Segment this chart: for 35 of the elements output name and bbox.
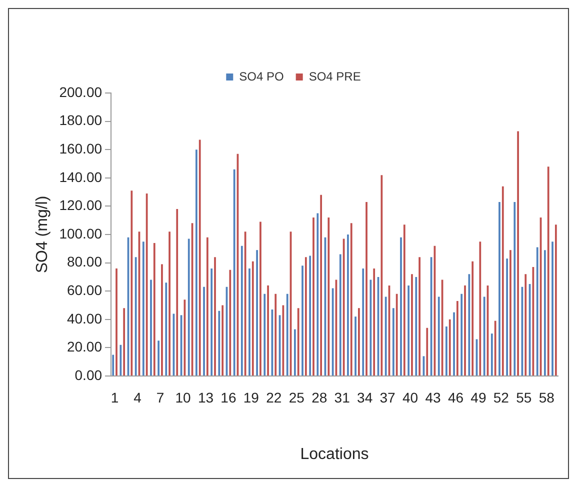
x-tick-label: 46 <box>448 389 464 406</box>
x-axis-title: Locations <box>300 446 369 463</box>
x-tick-label: 52 <box>493 389 510 406</box>
y-tick-label: 100.00 <box>59 225 102 242</box>
x-tick-label: 43 <box>425 389 441 406</box>
x-tick-label: 16 <box>220 389 236 406</box>
y-tick-label: 60.00 <box>66 282 102 298</box>
x-tick-label: 49 <box>470 389 486 406</box>
x-tick-label: 40 <box>402 389 418 406</box>
y-tick-label: 0.00 <box>74 366 102 383</box>
legend-label: SO4 PO <box>239 69 284 84</box>
x-tick-label: 25 <box>288 389 305 406</box>
y-axis-title: SO4 (mg/l) <box>34 196 52 274</box>
y-tick-label: 80.00 <box>66 254 102 270</box>
y-tick-label: 160.00 <box>59 140 102 156</box>
x-tick-label: 31 <box>334 389 350 406</box>
x-tick-label: 28 <box>312 389 328 406</box>
y-tick-label: 120.00 <box>59 197 102 214</box>
y-tick-label: 140.00 <box>59 168 102 185</box>
y-tick-label: 180.00 <box>59 112 102 128</box>
legend-label: SO4 PRE <box>308 69 361 84</box>
x-tick-label: 1 <box>110 389 119 406</box>
y-tick-label: 40.00 <box>66 310 102 326</box>
x-tick-label: 13 <box>198 389 214 406</box>
x-tick-label: 7 <box>156 389 164 406</box>
x-tick-label: 22 <box>266 389 282 406</box>
y-tick-label: 200.00 <box>59 84 102 100</box>
y-tick-label: 20.00 <box>66 338 102 355</box>
x-tick-label: 55 <box>516 389 532 406</box>
x-tick-label: 10 <box>175 389 191 406</box>
x-tick-label: 4 <box>134 389 142 406</box>
x-tick-label: 58 <box>538 389 555 406</box>
x-tick-label: 19 <box>243 389 260 406</box>
x-tick-label: 37 <box>380 389 396 406</box>
x-tick-label: 34 <box>357 389 373 406</box>
